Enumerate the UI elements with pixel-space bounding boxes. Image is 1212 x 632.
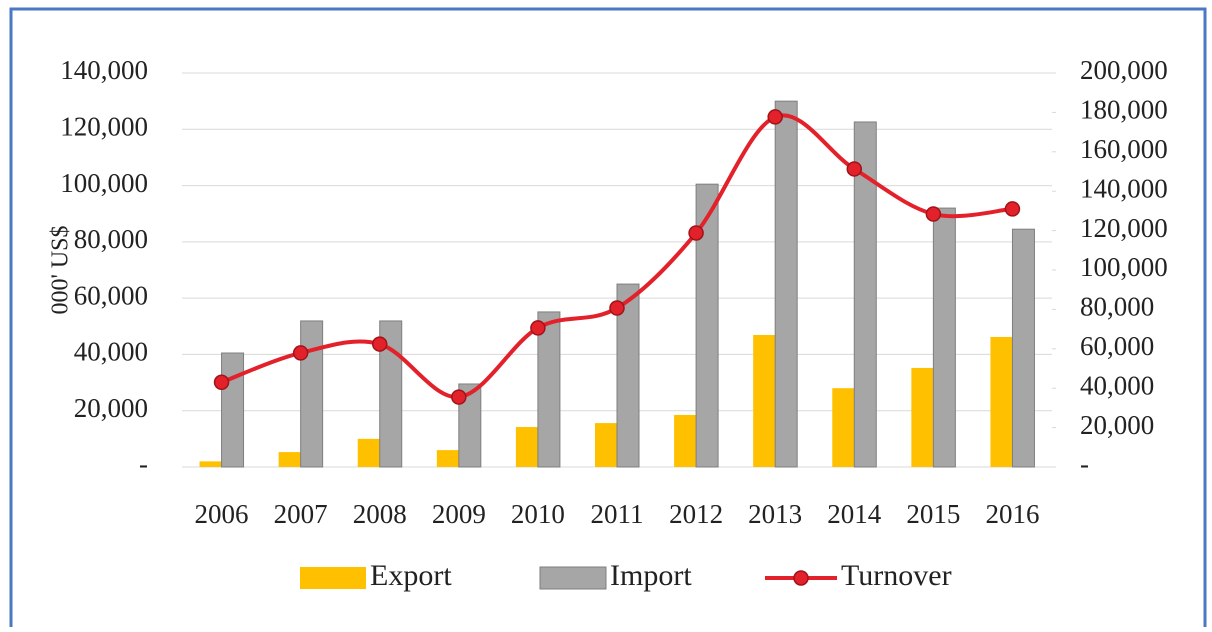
- legend-label: Turnover: [841, 559, 952, 592]
- bar: [537, 311, 561, 468]
- y2-tick-label: 40,000: [1080, 370, 1154, 400]
- line-marker: [925, 206, 942, 222]
- line-marker: [688, 225, 704, 241]
- line-marker: [371, 336, 388, 352]
- y-tick-label: 60,000: [74, 280, 148, 310]
- y-tick-label: 100,000: [60, 168, 148, 198]
- bar: [674, 414, 697, 467]
- line-marker: [530, 320, 546, 336]
- bar: [515, 427, 538, 467]
- y2-tick-label: -: [1080, 449, 1089, 479]
- bar: [436, 450, 459, 467]
- x-tick-label: 2015: [906, 499, 960, 529]
- legend-marker: [793, 570, 809, 586]
- bar: [932, 207, 956, 468]
- x-tick-label: 2008: [353, 499, 407, 529]
- y2-tick-label: 140,000: [1080, 173, 1168, 203]
- x-tick-label: 2013: [748, 499, 802, 529]
- y2-tick-label: 20,000: [1080, 410, 1154, 440]
- bar: [300, 320, 324, 468]
- line-marker: [767, 109, 783, 125]
- x-tick-label: 2011: [591, 499, 644, 529]
- bar: [774, 100, 798, 468]
- x-tick-label: 2014: [827, 499, 882, 529]
- y-tick-label: 80,000: [74, 224, 148, 254]
- y2-tick-label: 160,000: [1080, 134, 1168, 164]
- line-marker: [846, 161, 863, 177]
- frame: [9, 7, 1207, 632]
- x-tick-label: 2006: [195, 499, 249, 529]
- y2-tick-label: 180,000: [1080, 95, 1168, 125]
- bar: [199, 461, 222, 467]
- y-tick-label: -: [139, 449, 148, 479]
- bar: [753, 335, 776, 467]
- bar: [990, 336, 1013, 467]
- bar: [221, 352, 245, 468]
- line-marker: [1004, 201, 1021, 217]
- legend-label: Import: [610, 559, 692, 592]
- legend-label: Export: [370, 559, 452, 592]
- bar: [278, 452, 301, 467]
- line-marker: [451, 389, 467, 405]
- y2-tick-label: 80,000: [1080, 292, 1154, 322]
- bar: [616, 283, 640, 468]
- y2-tick-label: 100,000: [1080, 252, 1168, 282]
- x-tick-label: 2009: [432, 499, 486, 529]
- bar: [458, 383, 482, 468]
- bar: [1011, 228, 1035, 468]
- legend-swatch: [539, 566, 607, 590]
- line-marker: [609, 300, 625, 316]
- bar: [595, 423, 617, 467]
- y-tick-label: 40,000: [74, 337, 148, 367]
- bar: [695, 183, 719, 468]
- bar: [357, 438, 380, 467]
- y-tick-label: 20,000: [74, 393, 148, 423]
- bar: [911, 367, 934, 467]
- y-tick-label: 140,000: [60, 55, 148, 85]
- y-tick-label: 120,000: [60, 111, 148, 141]
- x-tick-label: 2007: [274, 499, 328, 529]
- bar: [853, 121, 877, 468]
- y2-tick-label: 200,000: [1080, 55, 1168, 85]
- y2-tick-label: 60,000: [1080, 331, 1154, 361]
- y2-tick-label: 120,000: [1080, 213, 1168, 243]
- bar: [379, 320, 403, 468]
- x-tick-label: 2010: [511, 499, 565, 529]
- x-tick-label: 2016: [985, 499, 1039, 529]
- legend-swatch: [300, 567, 366, 589]
- line-marker: [213, 374, 230, 391]
- y-axis-label: 000' US$: [48, 225, 74, 314]
- x-tick-label: 2012: [669, 499, 723, 529]
- bar: [832, 388, 855, 467]
- line-marker: [292, 345, 309, 361]
